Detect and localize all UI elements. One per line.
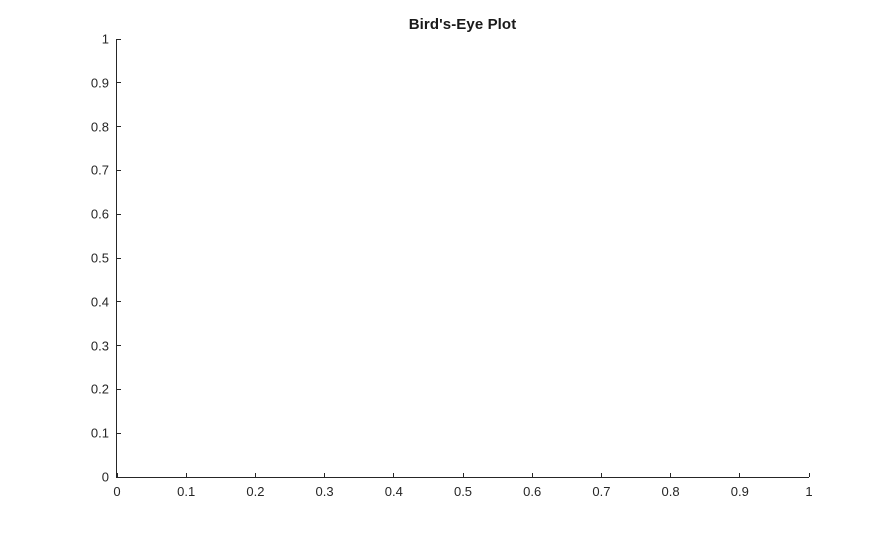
y-axis-tick-label: 0.3 xyxy=(90,338,109,354)
x-axis-tick-label: 0.6 xyxy=(523,484,542,499)
x-axis-tick xyxy=(324,473,326,477)
y-axis-tick xyxy=(117,257,121,259)
y-axis-tick xyxy=(117,388,121,390)
x-axis-tick-label: 0.7 xyxy=(592,484,611,499)
y-axis-tick xyxy=(117,169,121,171)
x-axis-tick xyxy=(116,473,118,477)
y-axis-tick xyxy=(117,82,121,84)
y-axis-tick xyxy=(117,126,121,128)
x-axis-tick xyxy=(393,473,395,477)
y-axis-tick xyxy=(117,476,121,478)
x-axis-tick-label: 0.1 xyxy=(177,484,196,499)
y-axis-tick-label: 0 xyxy=(101,469,109,485)
y-axis-tick-label: 0.7 xyxy=(90,162,109,178)
x-axis-tick xyxy=(600,473,602,477)
x-axis-tick-label: 0.4 xyxy=(384,484,403,499)
x-axis-tick xyxy=(670,473,672,477)
x-axis-tick-label: 0.3 xyxy=(315,484,334,499)
x-axis-tick xyxy=(185,473,187,477)
y-axis-tick-label: 0.8 xyxy=(90,119,109,135)
y-axis-tick xyxy=(117,301,121,303)
plot-area: 0 0.1 0.2 0.3 0.4 0.5 0.6 0.7 0.8 0.9 1 0 0.1 0.2 0.3 0… xyxy=(91,32,813,500)
y-axis-tick-label: 0.2 xyxy=(90,381,109,397)
x-axis-tick xyxy=(531,473,533,477)
y-axis-tick-label: 0.9 xyxy=(90,75,109,91)
y-axis-tick xyxy=(117,213,121,215)
y-axis-tick-label: 0.5 xyxy=(90,250,109,266)
y-axis-tick-label: 0.1 xyxy=(90,425,109,441)
x-axis-tick xyxy=(254,473,256,477)
x-axis-tick xyxy=(739,473,741,477)
y-axis-tick-label: 0.4 xyxy=(90,294,109,310)
y-axis-tick xyxy=(117,432,121,434)
x-axis-tick-label: 0 xyxy=(113,484,121,499)
y-axis-tick xyxy=(117,38,121,40)
x-axis-tick-label: 0.5 xyxy=(453,484,473,499)
x-axis-tick-label: 0.2 xyxy=(246,484,265,499)
x-axis-tick-label: 1 xyxy=(805,484,813,499)
y-axis-tick-label: 0.6 xyxy=(90,206,109,222)
y-axis-tick-label: 1 xyxy=(101,31,109,47)
x-axis-tick-label: 0.8 xyxy=(661,484,680,499)
y-axis-tick xyxy=(117,345,121,347)
x-axis-tick-label: 0.9 xyxy=(730,484,749,499)
x-axis-tick xyxy=(462,473,464,477)
x-axis-tick xyxy=(808,473,810,477)
chart-title: Bird's-Eye Plot xyxy=(408,16,517,33)
